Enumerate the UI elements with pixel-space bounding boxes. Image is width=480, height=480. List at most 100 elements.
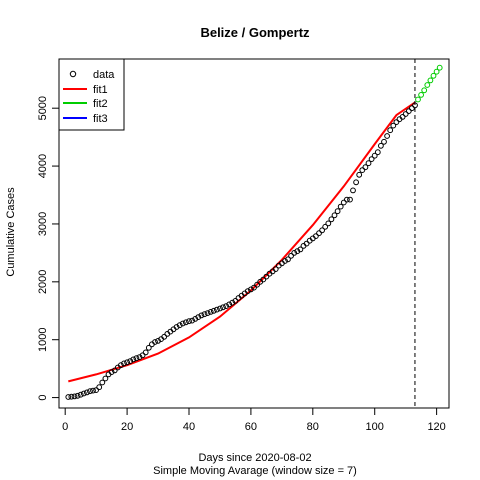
- data-point-data: [362, 164, 369, 171]
- x-tick-label: 0: [62, 421, 68, 433]
- data-point-data: [303, 240, 310, 247]
- legend-entry-fit3: fit3: [63, 113, 108, 125]
- data-point-data: [402, 111, 409, 117]
- data-point-data: [186, 318, 192, 325]
- data-point-data: [405, 108, 412, 114]
- data-point-data: [316, 230, 322, 237]
- data-point-data: [229, 299, 236, 306]
- data-point-data: [207, 309, 214, 315]
- data-point-data: [161, 333, 168, 340]
- legend-label-fit3: fit3: [93, 113, 108, 125]
- data-point-data: [198, 312, 205, 319]
- data-point-data: [96, 384, 103, 391]
- x-tick-label: 120: [427, 421, 445, 433]
- legend-label-fit1: fit1: [93, 84, 108, 96]
- data-point-data: [173, 324, 180, 330]
- data-point-data: [365, 160, 372, 167]
- data-point-data: [84, 389, 90, 396]
- data-point-data: [347, 196, 353, 203]
- data-point-data: [65, 394, 72, 400]
- data-point-data: [248, 286, 254, 293]
- data-point-data: [204, 310, 211, 317]
- y-axis-label: Cumulative Cases: [5, 187, 17, 277]
- data-point-fit2: [415, 96, 421, 103]
- legend-entry-data: data: [69, 69, 115, 81]
- data-point-data: [291, 250, 298, 256]
- data-point-data: [68, 393, 75, 400]
- y-tick-label: 3000: [37, 212, 49, 236]
- data-point-data: [201, 311, 208, 318]
- y-tick-label: 2000: [37, 270, 49, 294]
- data-point-data: [374, 149, 381, 156]
- legend-entry-fit2: fit2: [63, 98, 108, 110]
- data-point-data: [381, 138, 387, 145]
- data-point-data: [179, 320, 186, 327]
- data-point-data: [102, 375, 109, 382]
- data-point-data: [223, 303, 230, 310]
- data-point-data: [77, 391, 84, 398]
- data-point-data: [322, 223, 329, 230]
- data-point-data: [133, 355, 140, 362]
- data-point-data: [121, 360, 127, 367]
- data-point-data: [288, 252, 295, 259]
- legend-symbol-data: [69, 70, 77, 78]
- data-point-data: [344, 196, 350, 203]
- data-point-data: [217, 305, 223, 312]
- data-point-data: [130, 356, 137, 363]
- data-point-data: [356, 171, 363, 178]
- legend-entry-fit1: fit1: [63, 84, 108, 96]
- data-point-data: [118, 362, 124, 369]
- data-point-data: [319, 227, 326, 234]
- data-point-data: [80, 390, 87, 397]
- plot-content: [65, 59, 443, 408]
- data-point-data: [176, 322, 183, 329]
- series-data: [65, 102, 418, 400]
- series-line-fit1: [68, 101, 416, 383]
- x-tick-label: 60: [245, 421, 257, 433]
- data-point-data: [192, 316, 199, 322]
- data-point-data: [384, 133, 391, 139]
- data-point-data: [87, 388, 93, 395]
- data-point-data: [282, 258, 288, 264]
- data-point-data: [325, 220, 332, 227]
- data-point-data: [260, 276, 267, 283]
- data-point-data: [90, 387, 96, 394]
- data-point-data: [226, 301, 233, 308]
- data-point-fit2: [430, 72, 437, 79]
- data-point-data: [183, 319, 189, 326]
- data-point-data: [378, 142, 384, 149]
- series-fit2: [415, 64, 443, 103]
- data-point-data: [210, 307, 217, 314]
- data-point-data: [152, 339, 158, 345]
- data-point-data: [297, 246, 304, 253]
- data-point-data: [251, 284, 257, 291]
- data-point-data: [371, 152, 378, 159]
- x-tick-label: 20: [121, 421, 133, 433]
- y-tick-label: 0: [37, 395, 49, 401]
- data-point-data: [399, 114, 406, 120]
- data-point-data: [189, 317, 196, 324]
- data-point-data: [340, 199, 347, 206]
- data-point-data: [272, 266, 279, 273]
- data-point-data: [337, 203, 344, 210]
- data-point-data: [263, 273, 270, 280]
- data-point-data: [350, 187, 356, 194]
- data-point-data: [136, 354, 143, 361]
- data-point-data: [74, 392, 81, 399]
- data-point-data: [254, 281, 261, 288]
- data-point-fit2: [433, 68, 440, 75]
- data-point-data: [71, 393, 78, 400]
- data-point-data: [99, 379, 106, 386]
- plot-frame: [58, 58, 450, 409]
- data-point-data: [214, 306, 220, 313]
- data-point-data: [285, 256, 291, 263]
- chart-title: Belize / Gompertz: [200, 25, 310, 40]
- data-point-data: [359, 167, 366, 174]
- data-point-data: [220, 304, 226, 311]
- data-point-fit2: [418, 92, 425, 98]
- data-point-data: [155, 338, 161, 344]
- data-point-data: [294, 248, 301, 255]
- data-point-data: [145, 344, 152, 351]
- x-axis-sublabel: Simple Moving Avarage (window size = 7): [153, 465, 357, 477]
- data-point-data: [353, 179, 360, 186]
